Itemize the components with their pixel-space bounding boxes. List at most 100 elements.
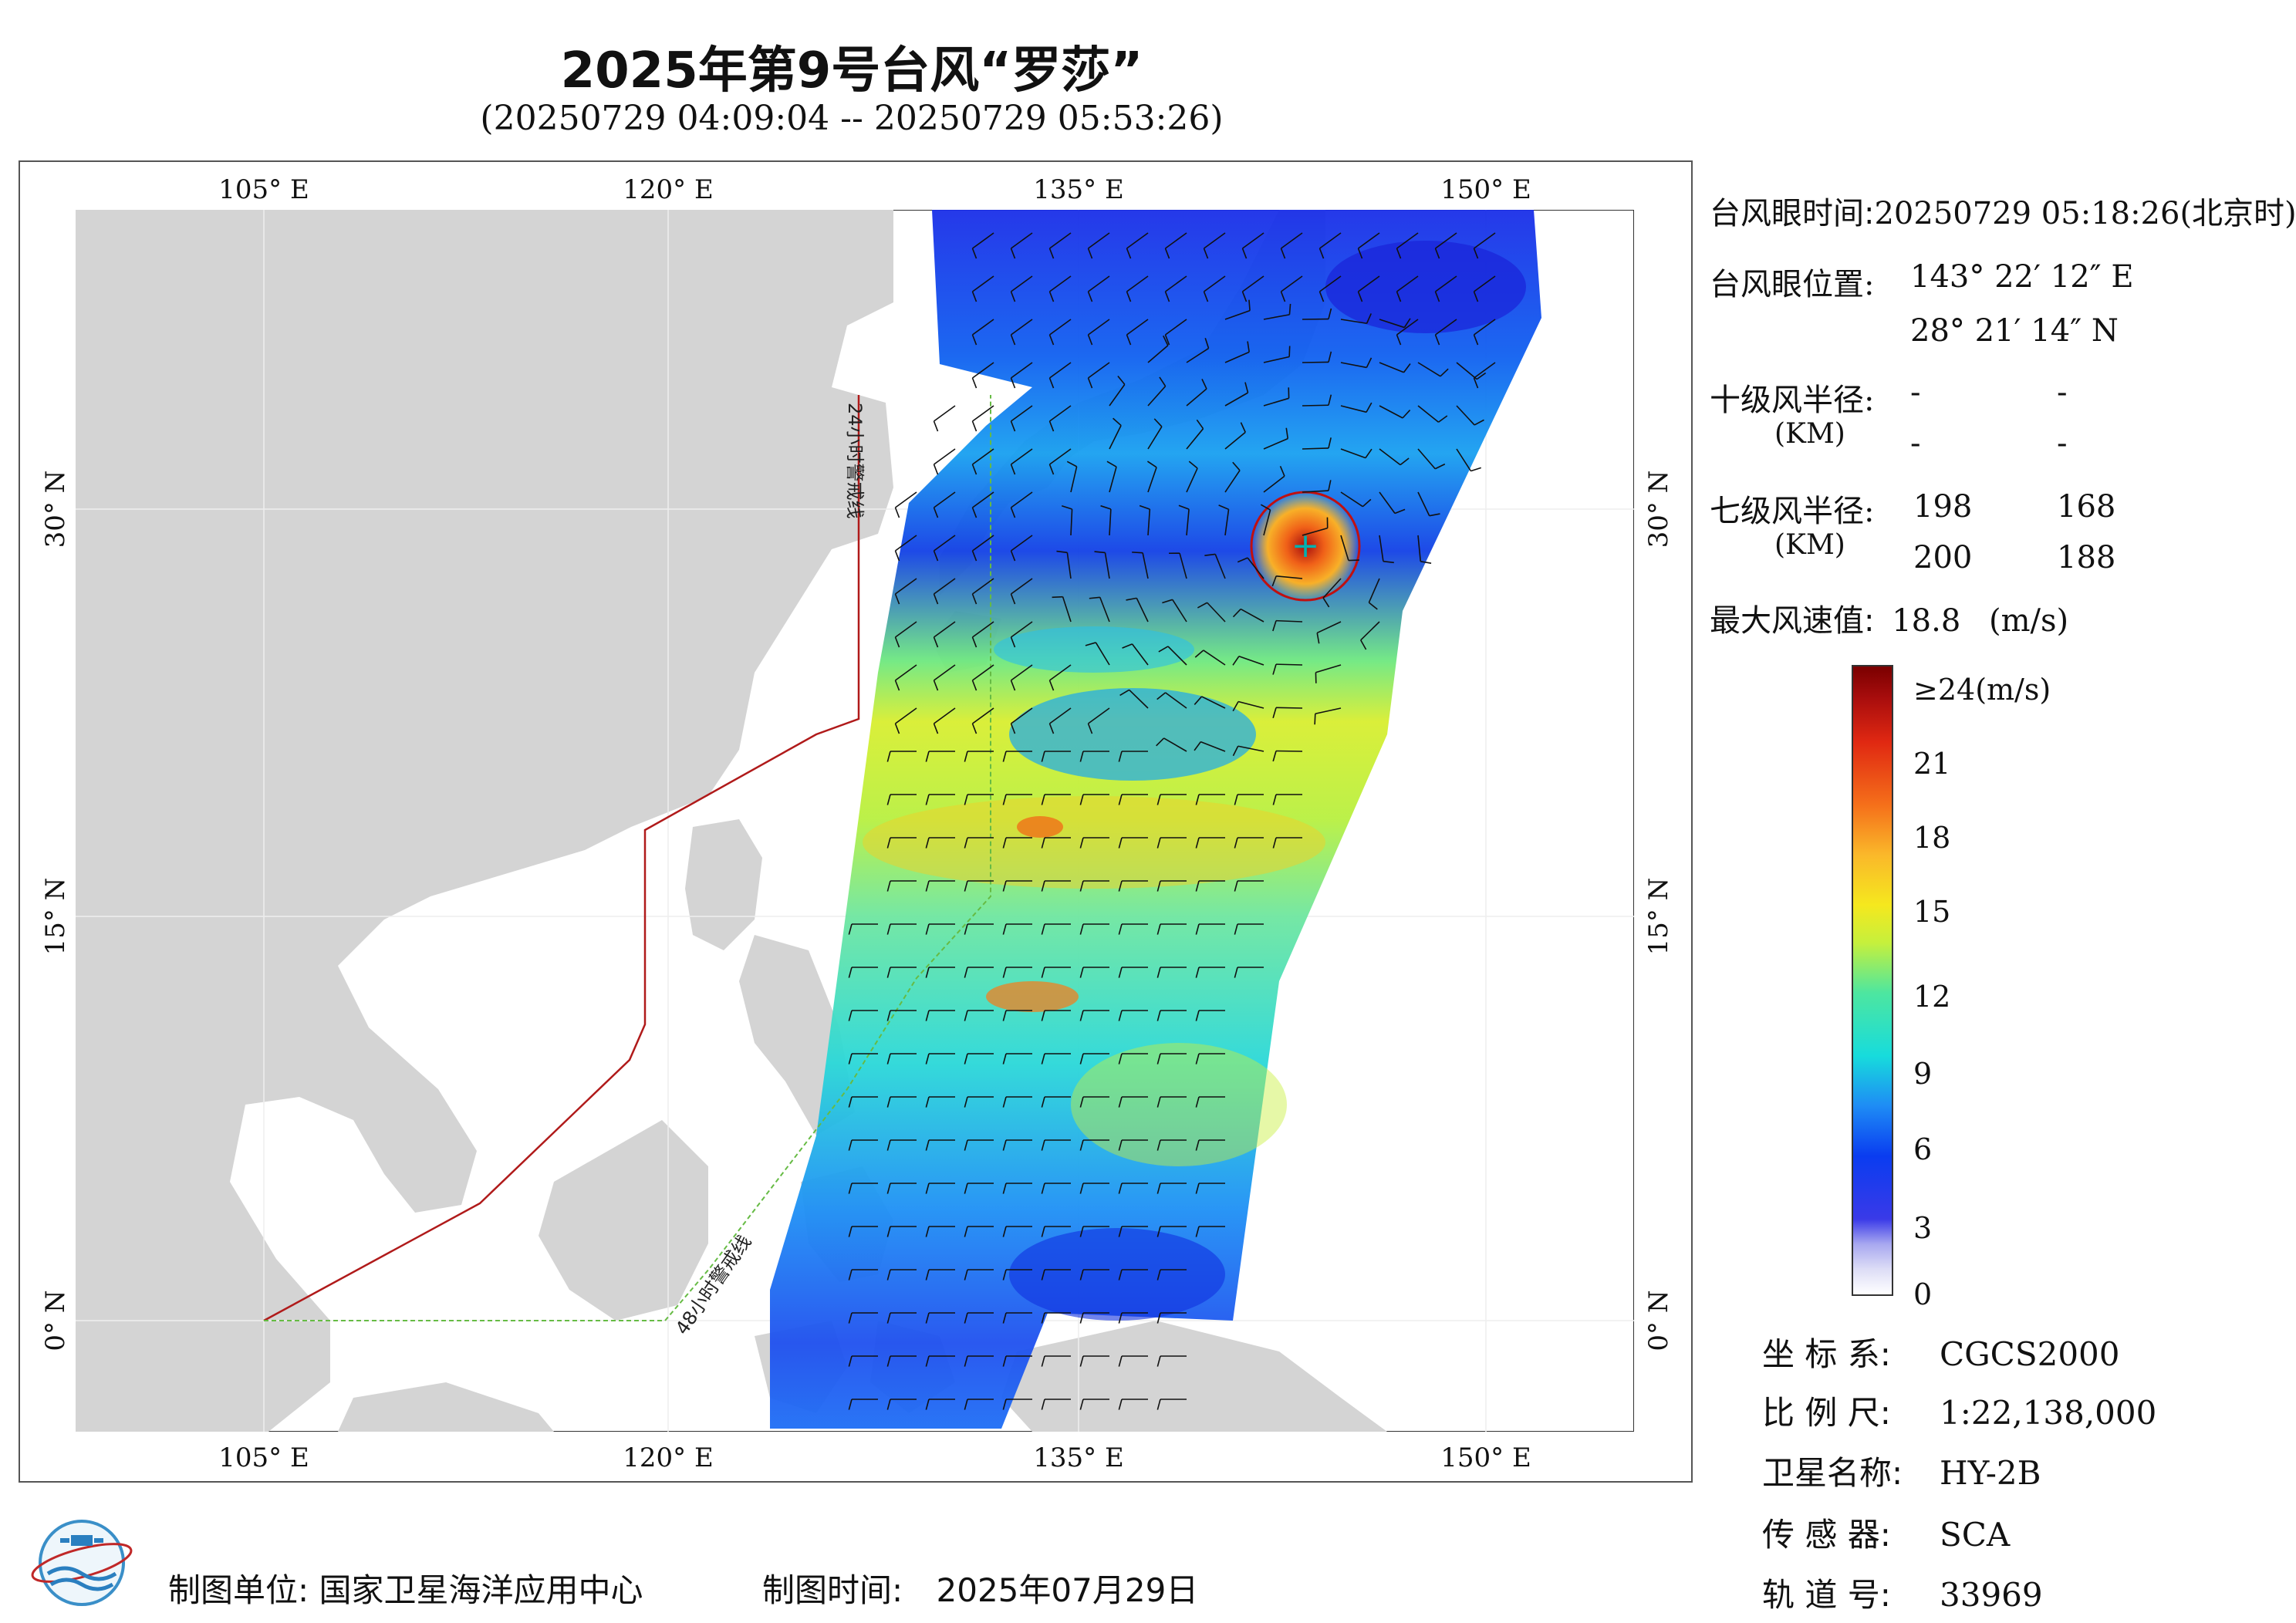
lat-label-right-15: 15° N xyxy=(1643,877,1674,956)
wind-barb-feather xyxy=(894,550,900,562)
wind-barb-feather xyxy=(933,723,939,734)
wind-barb xyxy=(1011,319,1033,336)
wind-barb xyxy=(1163,737,1187,752)
wind-barb-feather xyxy=(1002,1053,1007,1065)
wind-barb xyxy=(934,578,956,595)
wind-barb-feather xyxy=(1041,837,1045,849)
wind-barb-feather xyxy=(1002,1312,1007,1324)
wind-barb-feather xyxy=(1279,466,1285,477)
wind-barb-feather xyxy=(1118,1226,1123,1237)
wind-barb-feather xyxy=(1118,837,1123,849)
wind-barb-feather xyxy=(1156,1399,1161,1410)
wind-barb-feather xyxy=(1194,741,1201,751)
wind-barb-feather xyxy=(1396,334,1402,346)
map-frame xyxy=(19,160,1693,1483)
lon-label-top-120: 120° E xyxy=(623,174,714,205)
wind-barb-feather xyxy=(886,1096,891,1108)
wind-barb xyxy=(1281,275,1303,292)
wind-swath-patch xyxy=(1017,816,1063,838)
wind-barb-feather xyxy=(1234,880,1238,892)
wind-barb-feather xyxy=(1041,1010,1045,1021)
wind-barb-feather xyxy=(1218,504,1229,511)
wind-barb xyxy=(895,491,917,508)
wind-barb-feather xyxy=(1232,609,1241,618)
wind-barb-feather xyxy=(925,837,930,849)
wind-barb-feather xyxy=(971,464,977,475)
wind-barb-feather xyxy=(1041,923,1045,935)
wind-barb-feather xyxy=(1002,1096,1007,1108)
wind-barb xyxy=(1088,275,1110,292)
wind-barb-feather xyxy=(971,593,977,605)
wind-barb-feather xyxy=(1234,923,1238,935)
wind-barb xyxy=(1049,448,1072,465)
wind-barb xyxy=(1104,552,1110,579)
wind-barb-feather xyxy=(933,550,939,562)
wind-barb xyxy=(1247,557,1264,579)
wind-barb-feather xyxy=(1403,318,1411,328)
wind-barb-feather xyxy=(1197,602,1208,609)
wind-barb-feather xyxy=(1366,357,1373,368)
wind-barb xyxy=(1186,467,1198,493)
wind-barb-feather xyxy=(1002,751,1007,762)
crs-label: 坐 标 系: xyxy=(1762,1335,1891,1373)
wind-barb-feather xyxy=(1365,448,1373,459)
wind-barb xyxy=(1474,232,1496,249)
wind-barb xyxy=(1237,745,1264,752)
wind-barb xyxy=(1214,554,1226,579)
satellite-value: HY-2B xyxy=(1940,1454,2041,1492)
wind-barb-feather xyxy=(933,420,939,432)
warning-line-48h xyxy=(264,395,991,1321)
wind-barb-feather xyxy=(964,1183,968,1194)
wind-barb-feather xyxy=(1079,1053,1084,1065)
wind-barb xyxy=(972,664,994,681)
production-unit-value: 国家卫星海洋应用中心 xyxy=(319,1571,643,1609)
wind-barb xyxy=(1186,428,1204,450)
wind-barb-feather xyxy=(1010,680,1016,691)
r7-value-se: 168 xyxy=(2057,489,2116,525)
colorbar-label-0: 0 xyxy=(1913,1277,1933,1311)
wind-barb-feather xyxy=(1234,837,1238,849)
wind-barb-feather xyxy=(971,291,977,302)
wind-barb-feather xyxy=(1196,419,1204,430)
wind-barb-feather xyxy=(1118,1053,1123,1065)
wind-barb-feather xyxy=(925,1399,930,1410)
wind-barb-feather xyxy=(1285,427,1289,439)
wind-barb-feather xyxy=(1118,1183,1123,1194)
wind-barb-feather xyxy=(971,377,977,389)
satellite-label: 卫星名称: xyxy=(1762,1454,1903,1492)
wind-barb-feather xyxy=(1041,880,1045,892)
wind-barb-feather xyxy=(1158,646,1169,653)
wind-barb xyxy=(1088,319,1110,336)
lat-label-left-0: 0° N xyxy=(40,1290,71,1351)
wind-barb xyxy=(1011,578,1033,595)
wind-barb-feather xyxy=(1010,291,1016,302)
wind-barb-feather xyxy=(886,1226,891,1237)
colorbar-label-24: ≥24(m/s) xyxy=(1913,673,2051,707)
wind-barb-feather xyxy=(1240,422,1246,433)
wind-barb-feather xyxy=(964,794,968,805)
wind-barb xyxy=(1315,664,1342,673)
wind-barb-feather xyxy=(1402,410,1411,419)
wind-barb xyxy=(895,535,917,552)
wind-swath-patch xyxy=(863,796,1325,889)
wind-barb-feather xyxy=(1010,377,1016,389)
wind-barb-feather xyxy=(964,837,968,849)
wind-barb xyxy=(1275,619,1303,623)
wind-barb xyxy=(972,535,994,552)
wind-barb-feather xyxy=(1010,507,1016,518)
lon-label-bottom-105: 105° E xyxy=(218,1442,309,1473)
crs-value: CGCS2000 xyxy=(1940,1335,2120,1373)
wind-barb xyxy=(972,578,994,595)
wind-barb-feather xyxy=(886,1269,891,1281)
wind-barb-feather xyxy=(1232,701,1239,712)
wind-barb-feather xyxy=(1079,1139,1084,1151)
wind-barb-feather xyxy=(1473,377,1479,389)
wind-barb xyxy=(1201,696,1226,709)
wind-barb-feather xyxy=(1002,1399,1007,1410)
wind-barb xyxy=(1186,388,1207,407)
wind-barb-feather xyxy=(848,923,853,935)
wind-barb-feather xyxy=(925,1312,930,1324)
wind-barb-feather xyxy=(1232,461,1241,471)
wind-barb xyxy=(1109,425,1122,450)
wind-barb xyxy=(1456,362,1477,380)
